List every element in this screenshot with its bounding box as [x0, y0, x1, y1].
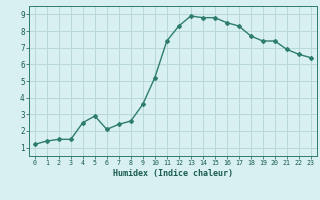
- X-axis label: Humidex (Indice chaleur): Humidex (Indice chaleur): [113, 169, 233, 178]
